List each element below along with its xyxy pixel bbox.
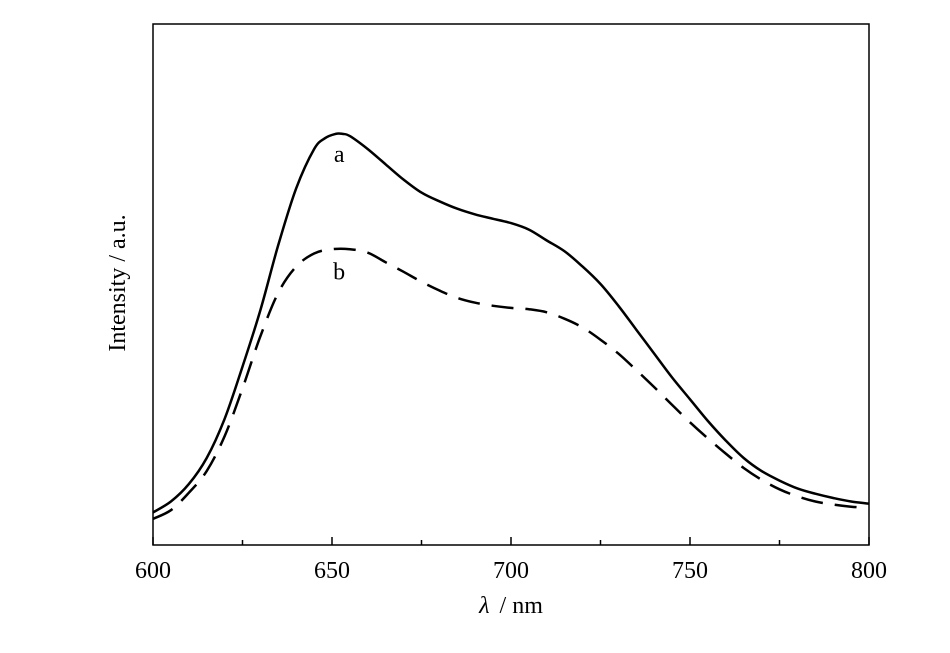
x-axis-symbol: λ — [478, 593, 489, 619]
series-line-a — [152, 132, 870, 514]
x-tick-labels: 600 650 700 750 800 — [135, 558, 887, 584]
plot-frame — [152, 23, 870, 546]
x-tick-label: 650 — [314, 558, 350, 584]
curve-label-b: b — [333, 260, 345, 286]
x-ticks — [152, 537, 870, 545]
x-tick-label: 800 — [851, 558, 887, 584]
annotation-layer: ab — [333, 142, 345, 285]
curve-label-a: a — [334, 142, 345, 168]
x-tick-label: 700 — [493, 558, 529, 584]
y-axis-title: Intensity / a.u. — [105, 214, 131, 351]
x-axis-title: λ / nm — [478, 593, 543, 619]
x-tick-label: 600 — [135, 558, 171, 584]
x-tick-label: 750 — [672, 558, 708, 584]
x-axis-unit: / nm — [500, 593, 544, 619]
series-layer — [152, 132, 870, 521]
series-line-b — [152, 247, 870, 521]
